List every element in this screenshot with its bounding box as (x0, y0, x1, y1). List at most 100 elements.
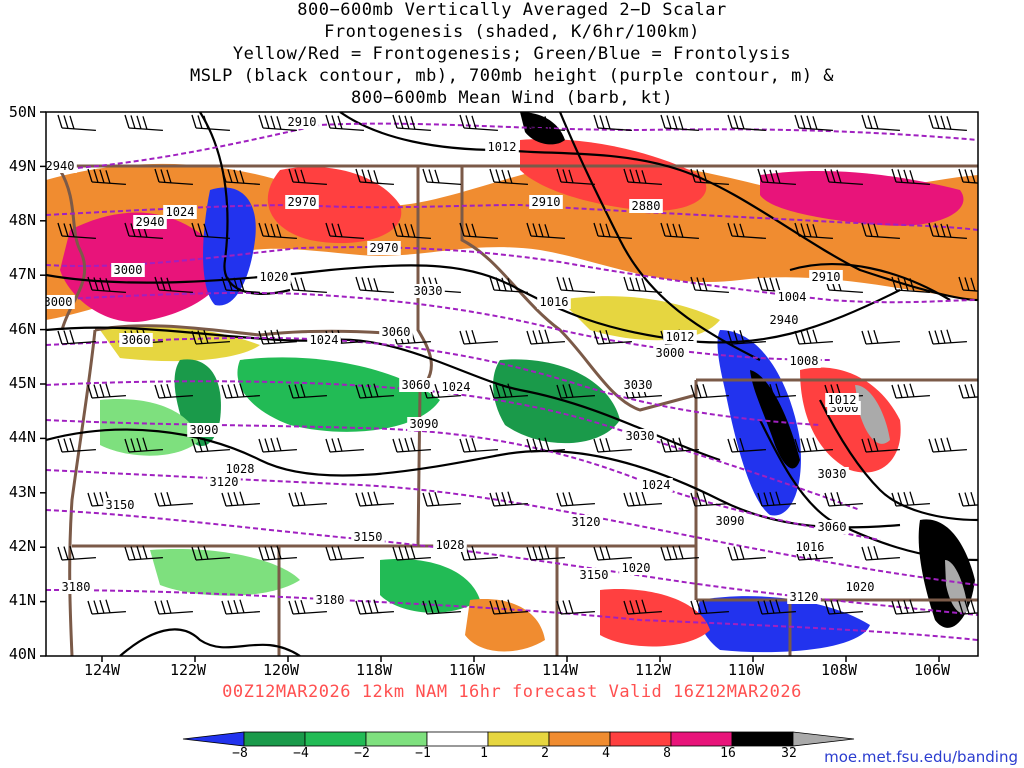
wind-barb (87, 276, 126, 294)
wind-barb-flag (970, 277, 976, 292)
wind-barb-flag (538, 545, 544, 560)
wind-barb (794, 222, 833, 240)
height-contour-label: 3030 (621, 378, 655, 392)
lat-label-44n: 44N (8, 428, 36, 446)
wind-barb-flag (373, 383, 379, 397)
wind-barb-flag (861, 546, 867, 561)
wind-barb-flag (264, 330, 270, 344)
wind-barb-flag (757, 384, 763, 399)
wind-barb-flag (124, 222, 130, 237)
wind-barb-flag (958, 492, 964, 507)
wind-barb-flag (757, 600, 763, 615)
wind-barb-flag (337, 437, 343, 452)
wind-barb-flag (605, 545, 611, 560)
height-contour-label-box (569, 515, 603, 529)
wind-barb-flag (946, 116, 952, 130)
wind-barb-flag (660, 114, 666, 129)
wind-barb (124, 545, 163, 561)
wind-barb (392, 222, 431, 240)
wind-barb-flag (897, 384, 903, 398)
wind-barb-flag (197, 330, 203, 344)
height-contour-label: 3150 (351, 530, 385, 544)
wind-barb-flag (526, 330, 532, 345)
title-line-5: 800−600mb Mean Wind (barb, kt) (350, 88, 674, 108)
wind-barb-flag (769, 277, 775, 292)
wind-barb-flag (160, 384, 166, 398)
wind-barb (928, 545, 967, 561)
mslp-contour-label-text: 1020 (846, 580, 875, 594)
wind-barb-flag (203, 115, 209, 130)
wind-barb-flag (124, 114, 130, 129)
wind-barb-flag (958, 384, 964, 399)
wind-barb-flag (69, 545, 75, 560)
height-contour-label: 2910 (529, 195, 563, 209)
wind-barb-flag (666, 223, 672, 237)
wind-barb (392, 545, 431, 561)
wind-barb-flag (830, 169, 836, 183)
wind-barb-flag (471, 115, 477, 130)
frontolysis-band-south (698, 596, 870, 653)
wind-barb-flag (562, 492, 568, 506)
wind-barb (258, 329, 297, 345)
wind-barb-flag (227, 492, 233, 506)
wind-barb-flag (830, 600, 836, 614)
wind-barb-flag (806, 437, 812, 452)
height-contour-3090 (46, 419, 881, 541)
wind-barb-flag (325, 222, 331, 237)
height-contour-label-text: 3150 (580, 568, 609, 582)
wind-barb-flag (227, 384, 233, 398)
source-credit-link[interactable]: moe.met.fsu.edu/banding (824, 748, 1018, 766)
wind-barb-flag (909, 278, 915, 292)
lat-label-50n: 50N (8, 103, 36, 121)
wind-barb-flag (264, 438, 270, 452)
wind-barb-flag (294, 277, 300, 291)
wind-barb (288, 491, 327, 507)
wind-barb-flag (501, 491, 507, 506)
wind-barb-flag (873, 545, 879, 560)
wind-barb-flag (154, 492, 160, 507)
wind-barb-flag (258, 546, 264, 561)
wind-barb-flag (404, 545, 410, 560)
wind-barb-flag (635, 599, 641, 614)
wind-barb (221, 599, 260, 615)
mslp-contour-label: 1020 (257, 270, 291, 284)
wind-barb-flag (934, 115, 940, 129)
height-contour-label: 3060 (815, 520, 849, 534)
height-contour-label: 3090 (407, 417, 441, 431)
height-contour-label: 3000 (46, 295, 75, 309)
height-contour-label-text: 3180 (316, 593, 345, 607)
wind-barb (258, 114, 297, 132)
wind-barb-flag (300, 599, 306, 614)
wind-barb (556, 383, 595, 399)
wind-barb-flag (154, 600, 160, 615)
wind-barb-flag (696, 277, 702, 291)
wind-barb (355, 168, 394, 186)
lat-label-40n: 40N (8, 645, 36, 663)
wind-barb-flag (227, 600, 233, 614)
wind-barb (124, 114, 163, 132)
wind-barb-flag (221, 168, 227, 183)
wind-barb (623, 599, 662, 615)
wind-barb-flag (593, 438, 599, 453)
wind-barb-flag (300, 277, 306, 292)
wind-barb-flag (276, 224, 282, 238)
wind-barb-flag (87, 492, 93, 507)
wind-barb-flag (300, 169, 306, 184)
wind-barb-flag (769, 169, 775, 184)
wind-barb-flag (897, 492, 903, 506)
height-contour-label-box (187, 423, 221, 437)
height-contour-3150 (46, 509, 978, 616)
lat-label-43n: 43N (8, 483, 36, 501)
height-contour-label-box (767, 313, 801, 327)
wind-barb-flag (69, 329, 75, 344)
wind-barb-flag (392, 114, 398, 129)
wind-barb-flag (239, 599, 245, 613)
height-contour-label: 3150 (577, 568, 611, 582)
wind-barb-flag (568, 491, 574, 506)
wind-barb-flag (325, 114, 331, 129)
wind-barb-flag (160, 600, 166, 614)
height-contour-label: 3030 (815, 467, 849, 481)
wind-barb-flag (690, 492, 696, 507)
mslp-contour-label-box (163, 205, 197, 219)
